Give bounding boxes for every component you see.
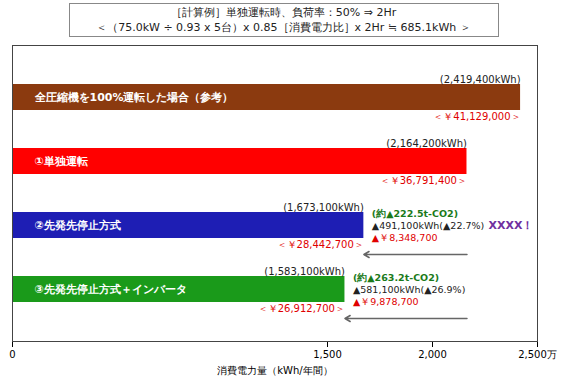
svg-text:＜￥36,791,400＞: ＜￥36,791,400＞	[380, 175, 467, 186]
svg-text:▲￥8,348,700: ▲￥8,348,700	[372, 232, 438, 243]
svg-text:(2,419,400kWh): (2,419,400kWh)	[440, 74, 521, 85]
svg-text:③先発先停止方式＋インバータ: ③先発先停止方式＋インバータ	[35, 283, 187, 296]
svg-text:＜￥28,442,700＞: ＜￥28,442,700＞	[277, 239, 364, 250]
svg-text:▲581,100kWh(▲26.9%): ▲581,100kWh(▲26.9%)	[353, 284, 465, 295]
svg-text:＜￥26,912,700＞: ＜￥26,912,700＞	[258, 303, 345, 314]
svg-text:②先発先停止方式: ②先発先停止方式	[35, 219, 121, 232]
svg-text:①単独運転: ①単独運転	[35, 155, 88, 168]
svg-text:2,000: 2,000	[418, 349, 447, 360]
svg-text:2,500万: 2,500万	[518, 349, 557, 360]
html-text:［計算例］単独運転時、負荷率：50% ⇒ 2Hr: ［計算例］単独運転時、負荷率：50% ⇒ 2Hr	[170, 6, 397, 19]
svg-text:＜￥41,129,000＞: ＜￥41,129,000＞	[433, 111, 520, 122]
svg-text:(1,583,100kWh): (1,583,100kWh)	[264, 266, 345, 277]
svg-text:全圧縮機を100%運転した場合（参考）: 全圧縮機を100%運転した場合（参考）	[34, 91, 234, 104]
svg-text:1,500: 1,500	[313, 349, 342, 360]
svg-text:(2,164,200kWh): (2,164,200kWh)	[386, 138, 467, 149]
svg-text:0: 0	[9, 349, 15, 360]
svg-text:消費電力量（kWh/年間）: 消費電力量（kWh/年間）	[217, 365, 332, 376]
svg-text:(約▲263.2t-CO2): (約▲263.2t-CO2)	[353, 272, 439, 283]
svg-text:▲￥9,878,700: ▲￥9,878,700	[353, 296, 419, 307]
svg-text:▲491,100kWh(▲22.7%): ▲491,100kWh(▲22.7%)	[372, 220, 484, 231]
svg-text:XXXX！: XXXX！	[489, 219, 534, 232]
svg-text:(約▲222.5t-CO2): (約▲222.5t-CO2)	[372, 208, 458, 219]
html-text:＜（75.0kW ÷ 0.93 x 5台）x 0.85［消費: ＜（75.0kW ÷ 0.93 x 5台）x 0.85［消費電力比］x 2Hr …	[96, 21, 471, 34]
svg-text:(1,673,100kWh): (1,673,100kWh)	[283, 202, 364, 213]
